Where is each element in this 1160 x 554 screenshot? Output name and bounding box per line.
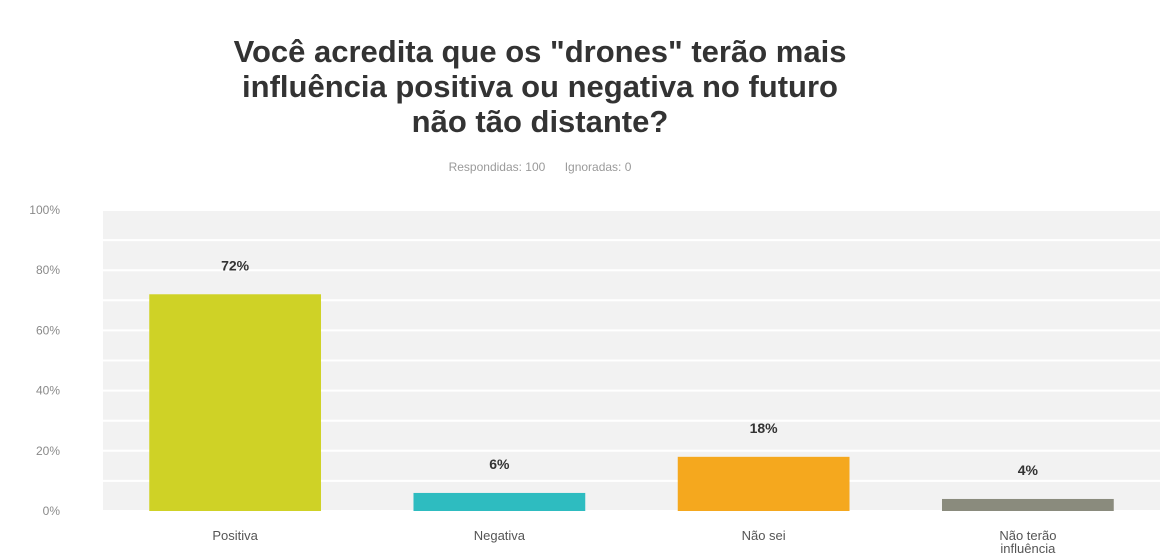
chart-title-line: influência positiva ou negativa no futur… — [242, 69, 838, 104]
chart-title-line: não tão distante? — [411, 104, 669, 139]
y-tick-label: 80% — [36, 263, 60, 277]
y-tick-label: 40% — [36, 384, 60, 398]
chart-title: Você acredita que os "drones" terão mais… — [60, 34, 1020, 139]
answered-count: Respondidas: 100 — [448, 160, 546, 174]
category-label: Positiva — [212, 528, 258, 543]
data-label: 4% — [1018, 462, 1039, 478]
data-label: 18% — [750, 420, 779, 436]
bar — [413, 492, 586, 511]
bar — [941, 498, 1114, 511]
y-tick-label: 60% — [36, 323, 60, 337]
bar — [149, 294, 322, 511]
bar — [677, 456, 850, 511]
data-label: 6% — [489, 456, 510, 472]
chart-title-line: Você acredita que os "drones" terão mais — [233, 34, 847, 69]
category-label: Negativa — [474, 528, 526, 543]
data-label: 72% — [221, 257, 250, 273]
y-tick-label: 0% — [43, 504, 61, 518]
y-tick-label: 100% — [29, 203, 60, 217]
category-label: Não sei — [742, 528, 786, 543]
category-label: Não terão — [999, 528, 1056, 543]
response-stats: Respondidas: 100 Ignoradas: 0 — [0, 160, 1080, 174]
category-label: influência — [1000, 541, 1056, 554]
skipped-count: Ignoradas: 0 — [564, 160, 632, 174]
y-tick-label: 20% — [36, 444, 60, 458]
